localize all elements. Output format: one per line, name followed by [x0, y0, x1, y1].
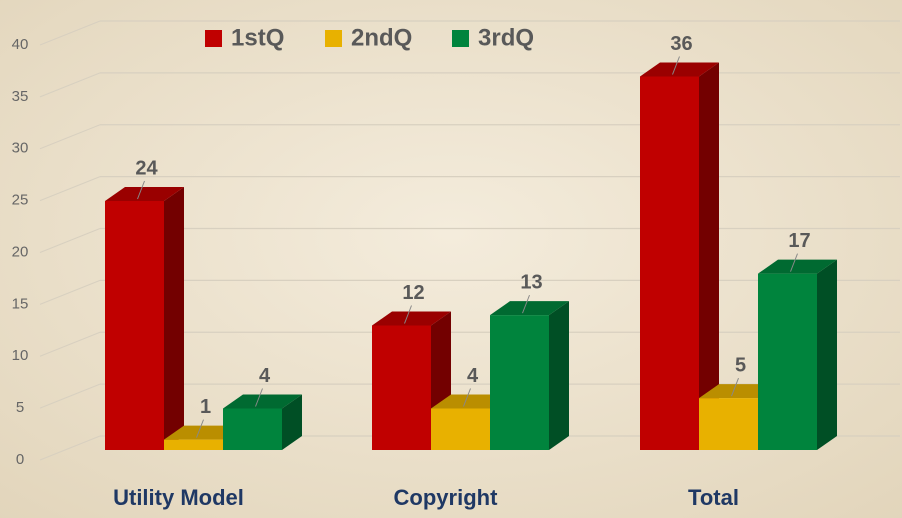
y-tick-label: 15: [12, 295, 29, 312]
bar: [431, 408, 490, 450]
leader-line: [404, 305, 412, 324]
bar: [105, 201, 164, 450]
leader-line: [255, 388, 263, 407]
bar-top: [490, 301, 569, 316]
data-label: 17: [788, 230, 810, 252]
grid-line: [39, 228, 101, 253]
y-tick-label: 20: [12, 243, 29, 260]
leader-line: [137, 180, 145, 200]
bar-side: [164, 187, 184, 450]
grid-line: [39, 279, 101, 305]
y-tick-label: 40: [12, 36, 29, 53]
data-label: 36: [670, 33, 692, 55]
bar: [164, 439, 223, 450]
grid-line: [39, 383, 101, 409]
leader-line: [196, 419, 204, 438]
data-label: 5: [735, 354, 746, 376]
leader-line: [731, 377, 739, 397]
bar-side: [699, 62, 719, 450]
bar: [372, 325, 431, 450]
legend-swatch: [325, 30, 342, 47]
y-tick-label: 30: [12, 140, 29, 157]
data-label: 4: [467, 365, 479, 387]
bar-top: [372, 311, 451, 326]
legend-swatch: [452, 30, 469, 47]
grid-line: [39, 176, 101, 202]
legend-label: 2ndQ: [351, 24, 412, 51]
data-label: 4: [259, 365, 271, 387]
leader-line: [790, 253, 798, 272]
bar: [758, 273, 817, 450]
x-tick-label: Copyright: [394, 485, 499, 510]
bar: [640, 76, 699, 450]
bar-top: [640, 62, 719, 77]
grid-line: [39, 124, 101, 150]
bar-top: [105, 187, 184, 201]
data-label: 1: [200, 396, 211, 418]
y-tick-label: 25: [12, 192, 29, 209]
leader-line: [463, 388, 471, 407]
leader-line: [522, 294, 530, 314]
bar-side: [282, 394, 302, 450]
leader-line: [672, 56, 680, 75]
bar-side: [549, 301, 569, 450]
y-tick-label: 35: [12, 88, 29, 105]
y-tick-label: 10: [12, 347, 29, 364]
bar: [223, 408, 282, 450]
grid-line: [39, 20, 101, 46]
legend-swatch: [205, 30, 222, 47]
data-label: 12: [402, 282, 424, 304]
bar-side: [817, 259, 837, 450]
data-label: 13: [520, 271, 542, 293]
legend-label: 1stQ: [231, 24, 284, 51]
bar-top: [758, 259, 837, 274]
legend-label: 3rdQ: [478, 24, 534, 51]
grid-line: [39, 331, 101, 357]
bar: [490, 315, 549, 450]
bar: [699, 398, 758, 450]
x-tick-label: Total: [688, 485, 739, 510]
data-label: 24: [135, 157, 158, 179]
y-tick-label: 5: [16, 399, 24, 416]
x-tick-label: Utility Model: [113, 485, 244, 510]
y-tick-label: 0: [16, 451, 24, 468]
grid-line: [39, 72, 101, 98]
grid-line: [39, 435, 101, 461]
bar-top: [223, 394, 302, 409]
